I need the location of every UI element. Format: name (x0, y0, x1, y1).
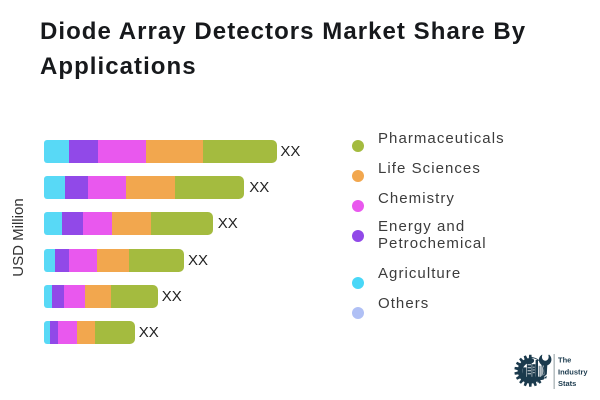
svg-text:The: The (558, 356, 571, 365)
svg-text:Stats: Stats (558, 379, 576, 388)
svg-text:Industry: Industry (558, 368, 588, 377)
